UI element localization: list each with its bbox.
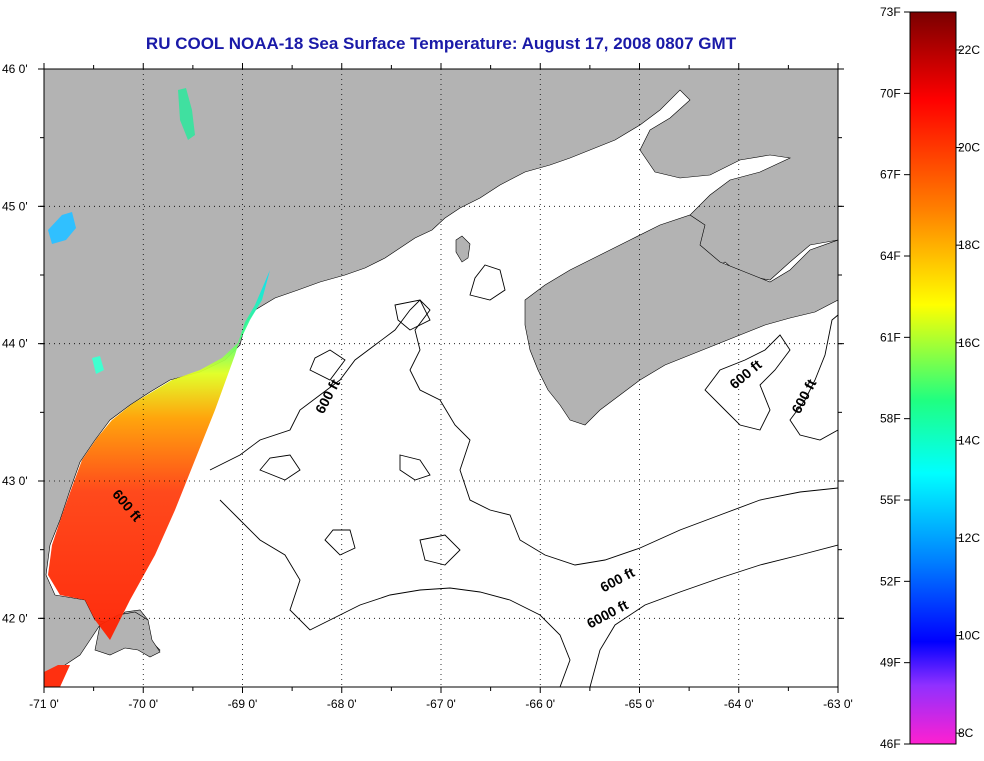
longitude-label: -63 0' <box>823 697 853 711</box>
colorbar-c-label: 22C <box>958 43 980 57</box>
longitude-label: -68 0' <box>327 697 357 711</box>
colorbar-f-label: 64F <box>880 249 901 263</box>
colorbar-f-label: 73F <box>880 5 901 19</box>
colorbar-f-label: 52F <box>880 574 901 588</box>
latitude-label: 43 0' <box>2 474 28 488</box>
sst-patch-small <box>92 356 104 374</box>
sst-swath <box>48 270 270 640</box>
sst-patch-west <box>48 212 76 244</box>
colorbar-c-label: 12C <box>958 531 980 545</box>
colorbar-f-label: 70F <box>880 86 901 100</box>
latitude-label: 45 0' <box>2 199 28 213</box>
colorbar-c-label: 14C <box>958 433 980 447</box>
longitude-label: -69 0' <box>228 697 258 711</box>
colorbar-f-label: 46F <box>880 737 901 751</box>
latitude-label: 42 0' <box>2 611 28 625</box>
colorbar-c-label: 20C <box>958 141 980 155</box>
longitude-label: -71 0' <box>29 697 59 711</box>
colorbar-f-label: 58F <box>880 412 901 426</box>
latitude-label: 46 0' <box>2 62 28 76</box>
longitude-label: -64 0' <box>724 697 754 711</box>
depth-contours <box>209 264 838 687</box>
map-title: RU COOL NOAA-18 Sea Surface Temperature:… <box>145 34 737 53</box>
longitude-label: -66 0' <box>525 697 555 711</box>
colorbar-f-label: 61F <box>880 330 901 344</box>
colorbar-fahrenheit-labels: 73F 70F 67F 64F 61F 58F 55F 52F 49F 46F <box>880 5 910 751</box>
latitude-labels: 46 0' 45 0' 44 0' 43 0' 42 0' <box>2 62 28 625</box>
longitude-label: -70 0' <box>128 697 158 711</box>
longitude-label: -65 0' <box>625 697 655 711</box>
colorbar-f-label: 67F <box>880 168 901 182</box>
colorbar-c-label: 16C <box>958 336 980 350</box>
axis-ticks <box>38 63 844 693</box>
colorbar-celsius-labels: 22C 20C 18C 16C 14C 12C 10C 8C <box>956 43 980 740</box>
colorbar-f-label: 55F <box>880 493 901 507</box>
graticule-grid <box>44 69 838 687</box>
colorbar-c-label: 10C <box>958 629 980 643</box>
colorbar-f-label: 49F <box>880 656 901 670</box>
longitude-labels: -71 0' -70 0' -69 0' -68 0' -67 0' -66 0' -65 … <box>29 697 853 711</box>
latitude-label: 44 0' <box>2 337 28 351</box>
colorbar-c-label: 8C <box>958 726 974 740</box>
sst-swath-south <box>44 665 70 687</box>
colorbar-c-label: 18C <box>958 238 980 252</box>
grand-manan-island <box>455 235 471 263</box>
longitude-label: -67 0' <box>426 697 456 711</box>
colorbar <box>909 11 957 745</box>
sst-patch-north <box>178 88 195 140</box>
nova-scotia-land <box>524 214 838 426</box>
